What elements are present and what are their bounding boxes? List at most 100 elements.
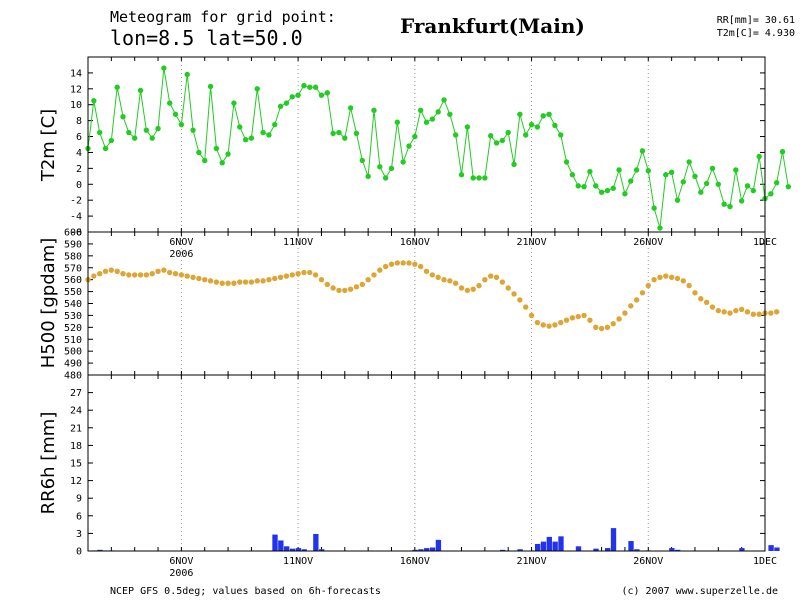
rr6h-bar (499, 549, 506, 551)
h500-ytick-label: 530 (64, 311, 82, 322)
rr6h-bar (575, 546, 582, 551)
rr6h-bar (558, 536, 564, 551)
t2m-ytick-label: -2 (70, 196, 82, 207)
h500-data-point (663, 273, 669, 279)
h500-data-point (773, 309, 780, 315)
t2m-data-point (423, 119, 430, 125)
t2m-data-point (283, 100, 290, 106)
h500-data-point (616, 316, 622, 322)
rr6h-bar (272, 534, 278, 551)
t2m-data-point (155, 125, 161, 132)
h500-data-point (242, 279, 249, 285)
h500-data-point (674, 275, 681, 282)
xtick-label: 26NOV (633, 237, 663, 248)
t2m-panel: -6 -4 -2 0 2 4 6 8 10 12 14 6NOV 11NOV 16NOV 21NOV 26NO… (70, 56, 792, 260)
h500-data-point (324, 281, 330, 288)
rr6h-bar (768, 545, 774, 551)
h500-data-point (546, 323, 552, 329)
h500-data-point (528, 312, 535, 319)
t2m-data-point (167, 100, 173, 106)
rr6h-ytick-label: 12 (70, 476, 82, 487)
t2m-data-point (365, 173, 371, 180)
h500-data-point (131, 272, 138, 278)
h500-data-point (633, 297, 640, 303)
t2m-data-point (558, 132, 564, 138)
t2m-data-point (744, 183, 751, 189)
t2m-data-point (663, 172, 669, 178)
t2m-data-point (435, 109, 441, 115)
t2m-data-point (657, 225, 663, 231)
rr6h-ytick-label: 0 (76, 547, 82, 558)
h500-data-point (277, 274, 284, 280)
header-title-line1: Meteogram for grid point: (110, 8, 336, 26)
t2m-data-point (289, 94, 295, 100)
rr6h-bar (517, 549, 523, 551)
h500-data-point (569, 315, 576, 321)
h500-data-point (487, 273, 494, 279)
rr6h-ytick-label: 9 (76, 494, 82, 505)
t2m-data-point (616, 167, 622, 173)
h500-data-point (721, 309, 727, 315)
xtick-label: 16NOV (400, 556, 430, 567)
h500-data-point (587, 317, 593, 323)
t2m-data-point (400, 159, 406, 165)
rr6h-ytick-label: 24 (70, 406, 82, 417)
t2m-data-point (178, 121, 185, 128)
h500-data-point (207, 278, 214, 284)
t2m-data-point (628, 178, 634, 184)
t2m-data-point (499, 137, 506, 144)
t2m-data-point (727, 203, 733, 210)
t2m-data-point (528, 121, 535, 128)
t2m-series-line (87, 68, 789, 229)
t2m-ytick-label: 8 (76, 116, 82, 127)
rr6h-ytick-label: 21 (70, 423, 82, 434)
rr6h-bar (429, 547, 436, 551)
t2m-data-point (563, 159, 570, 165)
t2m-frame (87, 56, 766, 233)
t2m-data-point (102, 145, 109, 152)
t2m-data-point (651, 205, 657, 211)
h500-ytick-label: 540 (64, 299, 82, 310)
h500-ytick-label: 580 (64, 251, 82, 262)
xtick-label: 11NOV (283, 556, 313, 567)
h500-data-point (347, 286, 354, 292)
t2m-data-point (324, 90, 330, 96)
h500-data-point (318, 276, 325, 283)
t2m-data-point (347, 105, 354, 111)
t2m-data-point (260, 129, 266, 136)
h500-data-point (709, 304, 716, 310)
footer-source: NCEP GFS 0.5deg; values based on 6h-fore… (110, 586, 381, 597)
t2m-data-point (237, 124, 243, 130)
xtick-label: 26NOV (633, 556, 663, 567)
h500-data-point (581, 312, 587, 319)
h500-data-point (563, 317, 570, 323)
t2m-data-point (674, 197, 681, 203)
t2m-data-point (126, 129, 132, 136)
xtick-label: 21NOV (516, 556, 546, 567)
header-stat-t2m: T2m[C]= 4.930 (717, 28, 795, 39)
xyear-label: 2006 (169, 568, 193, 579)
t2m-data-point (546, 111, 552, 117)
h500-data-point (458, 285, 465, 291)
h500-data-point (668, 274, 675, 280)
t2m-data-point (91, 98, 97, 104)
t2m-data-point (569, 172, 576, 178)
h500-data-point (412, 261, 418, 267)
t2m-data-point (242, 137, 249, 143)
t2m-data-point (441, 97, 447, 103)
t2m-data-point (342, 135, 348, 141)
t2m-data-point (738, 198, 745, 204)
t2m-data-point (493, 140, 500, 146)
h500-data-point (167, 269, 173, 276)
t2m-data-point (225, 151, 231, 157)
h500-data-point (452, 280, 459, 286)
rr6h-ytick-label: 3 (76, 529, 82, 540)
h500-data-point (178, 272, 185, 278)
t2m-data-point (487, 133, 494, 139)
footer-copyright: (c) 2007 www.superzelle.de (621, 586, 778, 597)
t2m-data-point (336, 129, 342, 136)
h500-data-point (336, 287, 342, 294)
t2m-data-point (254, 86, 260, 92)
rr6h-bar (675, 549, 681, 551)
h500-ytick-label: 500 (64, 347, 82, 358)
